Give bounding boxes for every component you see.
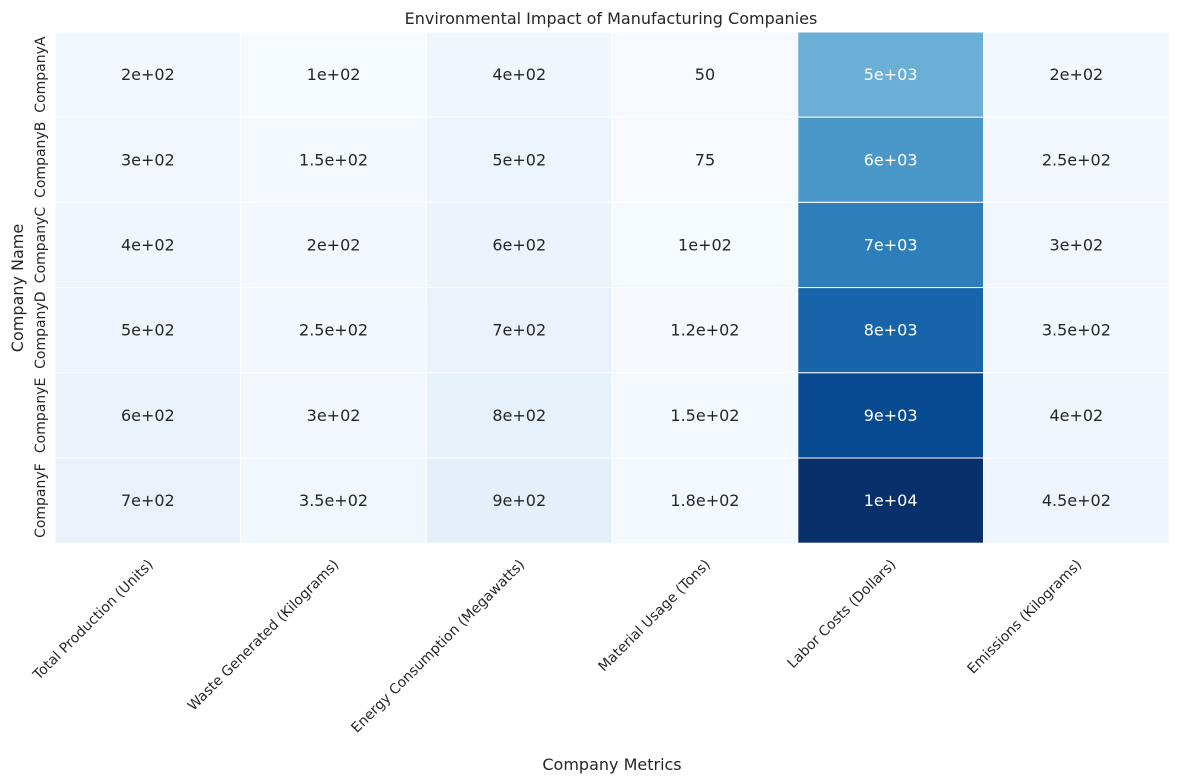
heatmap-cell [797, 372, 984, 459]
cell-value-label: 1.2e+02 [670, 321, 739, 340]
heatmap-cell [240, 31, 427, 118]
cell-value-label: 3e+02 [1049, 236, 1103, 255]
x-tick-label: Waste Generated (Kilograms) [185, 557, 342, 714]
x-tick-label: Emissions (Kilograms) [965, 557, 1086, 678]
y-tick-label: CompanyD [33, 292, 49, 369]
cell-value-label: 8e+03 [864, 321, 918, 340]
heatmap-cell [611, 201, 799, 289]
cell-value-label: 75 [695, 150, 715, 169]
cell-value-label: 7e+03 [864, 236, 918, 255]
cell-value-label: 1.5e+02 [670, 406, 739, 425]
heatmap-cell [425, 31, 613, 118]
heatmap-cell [983, 372, 1170, 459]
cell-value-label: 2e+02 [307, 236, 361, 255]
cell-value-label: 4e+02 [1049, 406, 1103, 425]
heatmap-cell [983, 201, 1170, 289]
heatmap-cell [611, 116, 799, 203]
heatmap-cell [983, 31, 1170, 118]
heatmap-cell [425, 287, 613, 374]
cell-value-label: 9e+02 [492, 491, 546, 510]
x-axis-label: Company Metrics [542, 755, 681, 774]
cell-value-label: 4e+02 [121, 236, 175, 255]
cell-value-label: 2e+02 [121, 65, 175, 84]
cell-value-label: 5e+02 [121, 321, 175, 340]
heatmap-cell [240, 287, 427, 374]
x-tick-label: Energy Consumption (Megawatts) [348, 557, 528, 737]
cell-value-label: 8e+02 [492, 406, 546, 425]
heatmap-cell [611, 31, 799, 118]
y-tick-label: CompanyB [33, 122, 49, 198]
cell-value-label: 2.5e+02 [299, 321, 368, 340]
heatmap-cell [54, 457, 242, 544]
cell-value-label: 5e+03 [864, 65, 918, 84]
cell-value-label: 1.8e+02 [670, 491, 739, 510]
y-tick-label: CompanyF [33, 463, 49, 538]
cell-value-label: 3.5e+02 [1042, 321, 1111, 340]
y-tick-label: CompanyC [33, 207, 49, 284]
heatmap-cell [797, 31, 984, 118]
cell-value-label: 1e+04 [864, 491, 918, 510]
y-tick-label: CompanyE [33, 378, 49, 453]
heatmap-cell [797, 287, 984, 374]
x-tick-label: Labor Costs (Dollars) [785, 557, 900, 672]
cell-value-label: 50 [695, 65, 715, 84]
y-axis-label: Company Name [8, 224, 27, 352]
cell-value-label: 1e+02 [307, 65, 361, 84]
heatmap-cell [425, 201, 613, 289]
cell-value-label: 6e+03 [864, 150, 918, 169]
heatmap-cell [54, 201, 242, 289]
cell-value-label: 1.5e+02 [299, 150, 368, 169]
cell-value-label: 7e+02 [121, 491, 175, 510]
heatmap-cell [983, 457, 1170, 544]
heatmap-cell [240, 116, 427, 203]
y-tick-labels: CompanyA CompanyB CompanyC CompanyD CompanyE… [33, 36, 49, 538]
heatmap-cell [611, 287, 799, 374]
heatmap-cell [425, 372, 613, 459]
cell-value-label: 2e+02 [1049, 65, 1103, 84]
x-tick-label: Material Usage (Tons) [596, 557, 714, 675]
cell-value-label: 6e+02 [492, 236, 546, 255]
cell-value-label: 4e+02 [492, 65, 546, 84]
heatmap-cell [611, 372, 799, 459]
x-tick-label: Total Production (Units) [30, 557, 157, 684]
chart-title: Environmental Impact of Manufacturing Co… [405, 9, 818, 28]
cell-value-label: 6e+02 [121, 406, 175, 425]
cell-value-label: 3e+02 [121, 150, 175, 169]
cell-value-label: 7e+02 [492, 321, 546, 340]
heatmap-cell [797, 457, 984, 544]
heatmap-cell [611, 457, 799, 544]
cell-value-label: 9e+03 [864, 406, 918, 425]
heatmap-cells: 2e+02 1e+02 4e+02 50 5e+03 2e+02 3e+02 1.5e+02 5… [54, 31, 1170, 544]
cell-value-label: 3.5e+02 [299, 491, 368, 510]
heatmap-cell [54, 31, 242, 118]
heatmap-cell [54, 372, 242, 459]
y-tick-label: CompanyA [33, 36, 49, 113]
cell-value-label: 1e+02 [678, 236, 732, 255]
heatmap-cell [240, 201, 427, 289]
heatmap-cell [797, 201, 984, 289]
heatmap-cell [54, 287, 242, 374]
cell-value-label: 5e+02 [492, 150, 546, 169]
cell-value-label: 2.5e+02 [1042, 150, 1111, 169]
heatmap-cell [983, 116, 1170, 203]
x-tick-labels: Total Production (Units) Waste Generated … [30, 557, 1086, 737]
cell-value-label: 3e+02 [307, 406, 361, 425]
cell-value-label: 4.5e+02 [1042, 491, 1111, 510]
heatmap-cell [983, 287, 1170, 374]
